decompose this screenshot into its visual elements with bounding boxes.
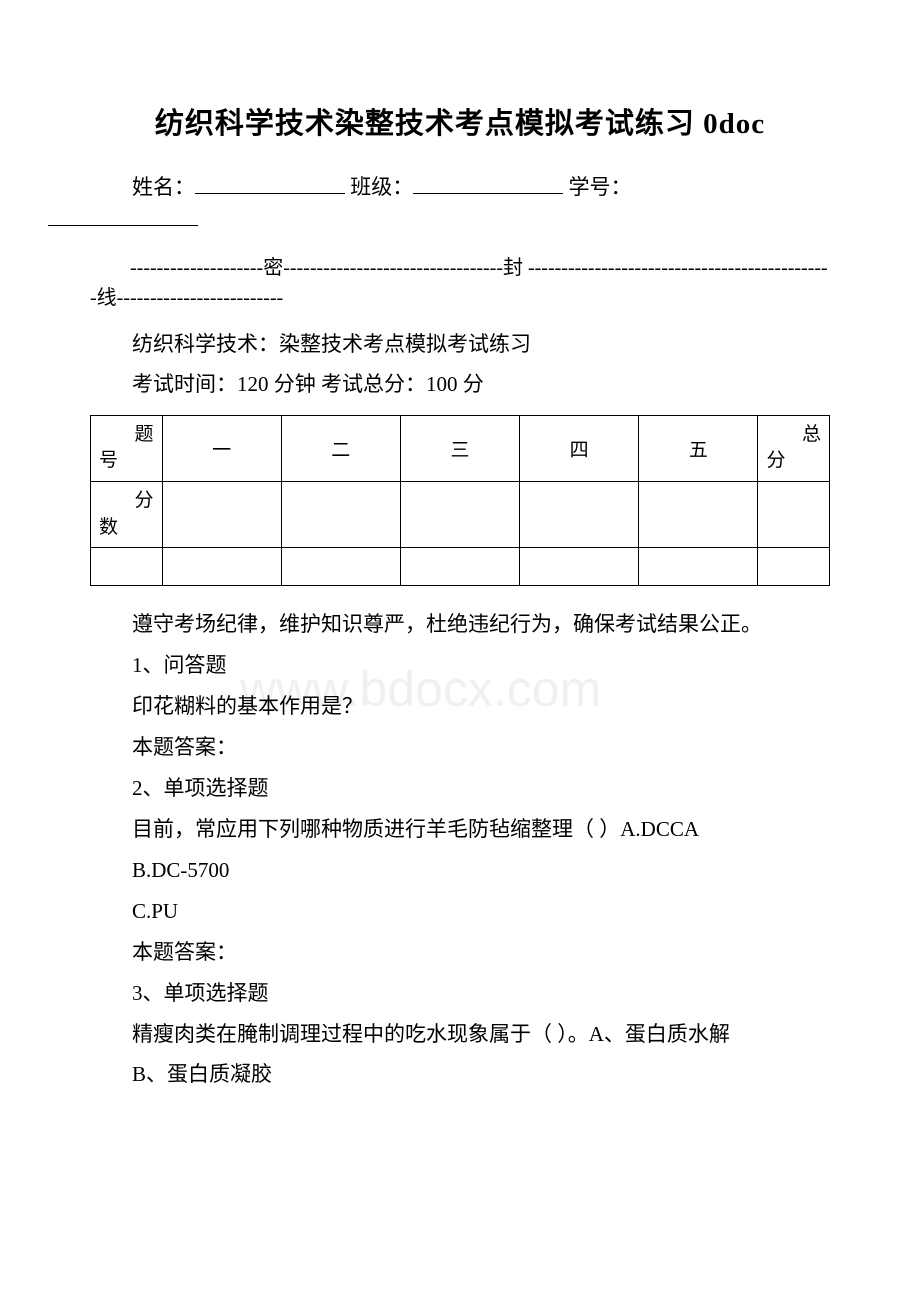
total-cell: 总 分: [758, 415, 830, 481]
id-label: 学号：: [569, 175, 632, 199]
score-cell[interactable]: [281, 481, 400, 547]
section-cell: 五: [639, 415, 758, 481]
row-header-cell: 分 数: [91, 481, 163, 547]
student-info-line: 姓名： 班级： 学号：: [90, 172, 830, 235]
seal-line: --------------------密-------------------…: [90, 253, 830, 313]
score-cell[interactable]: [400, 481, 519, 547]
question-text: 目前，常应用下列哪种物质进行羊毛防毡缩整理（ ）A.DCCA: [90, 809, 830, 850]
answer-label: 本题答案：: [90, 727, 830, 768]
section-cell: 四: [520, 415, 639, 481]
section-cell: 三: [400, 415, 519, 481]
row-header-cell: 题 号: [91, 415, 163, 481]
score-cell[interactable]: [162, 481, 281, 547]
id-field[interactable]: [48, 205, 198, 226]
section-cell: 二: [281, 415, 400, 481]
exam-info: 考试时间：120 分钟 考试总分：100 分: [90, 365, 830, 405]
table-row: [91, 548, 830, 586]
page-title: 纺织科学技术染整技术考点模拟考试练习 0doc: [90, 100, 830, 142]
question-text: 印花糊料的基本作用是？: [90, 686, 830, 727]
score-cell[interactable]: [520, 481, 639, 547]
empty-cell: [639, 548, 758, 586]
score-table: 题 号 一 二 三 四 五 总 分 分 数: [90, 415, 830, 586]
question-number: 1、问答题: [90, 645, 830, 686]
empty-cell: [91, 548, 163, 586]
exam-notice: 遵守考场纪律，维护知识尊严，杜绝违纪行为，确保考试结果公正。: [90, 604, 830, 645]
table-row: 题 号 一 二 三 四 五 总 分: [91, 415, 830, 481]
answer-label: 本题答案：: [90, 932, 830, 973]
section-cell: 一: [162, 415, 281, 481]
question-text: 精瘦肉类在腌制调理过程中的吃水现象属于（ ）。A、蛋白质水解: [90, 1014, 830, 1055]
question-number: 3、单项选择题: [90, 973, 830, 1014]
option-b: B.DC-5700: [90, 850, 830, 891]
empty-cell: [162, 548, 281, 586]
class-field[interactable]: [413, 173, 563, 194]
empty-cell: [281, 548, 400, 586]
total-score-cell[interactable]: [758, 481, 830, 547]
name-field[interactable]: [195, 173, 345, 194]
question-number: 2、单项选择题: [90, 768, 830, 809]
option-c: C.PU: [90, 891, 830, 932]
empty-cell: [758, 548, 830, 586]
score-cell[interactable]: [639, 481, 758, 547]
class-label: 班级：: [350, 175, 413, 199]
name-label: 姓名：: [132, 175, 195, 199]
option-b: B、蛋白质凝胶: [90, 1054, 830, 1095]
empty-cell: [520, 548, 639, 586]
empty-cell: [400, 548, 519, 586]
table-row: 分 数: [91, 481, 830, 547]
exam-subtitle: 纺织科学技术：染整技术考点模拟考试练习: [90, 325, 830, 365]
